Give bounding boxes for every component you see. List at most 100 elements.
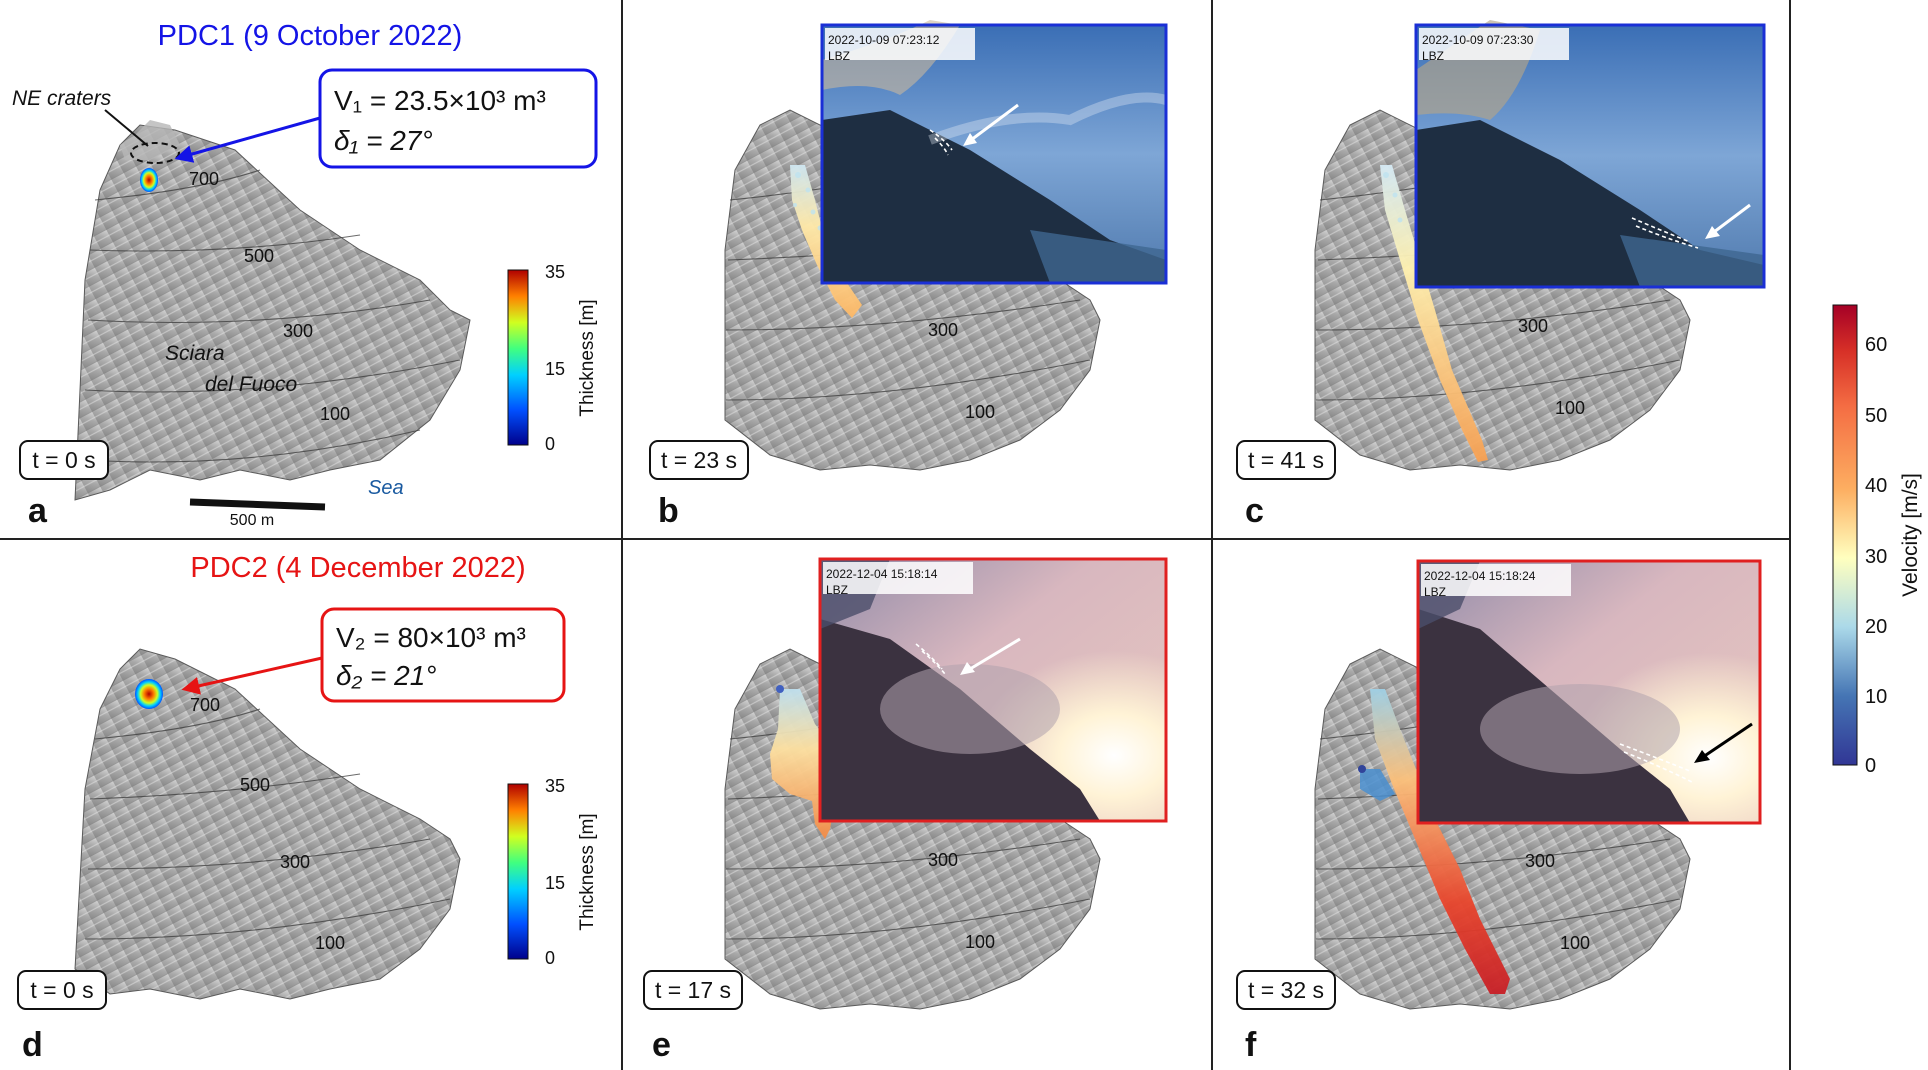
time-label: t = 41 s xyxy=(1248,447,1324,473)
panel-letter: a xyxy=(28,492,48,530)
panel-b: 700 500 300 100 2022-10-09 07:23:12 LBZ … xyxy=(649,20,1168,530)
scale-bar: 500 m xyxy=(189,498,326,529)
volume-label: V₁ = 23.5×10³ m³ xyxy=(334,85,546,116)
thickness-tick-0: 0 xyxy=(545,434,555,454)
angle-label: δ₁ = 27° xyxy=(334,125,433,156)
thickness-tick-15: 15 xyxy=(545,359,565,379)
contour-label-500: 500 xyxy=(244,246,274,266)
box-arrow xyxy=(181,656,323,695)
terrain xyxy=(1314,648,1691,1010)
contour-label-700: 700 xyxy=(189,169,219,189)
panel-letter: e xyxy=(652,1026,671,1064)
time-label-box: t = 32 s xyxy=(1236,970,1336,1010)
angle-label: δ₂ = 21° xyxy=(336,660,437,691)
contour-label-500: 500 xyxy=(240,775,270,795)
camera-arrow xyxy=(1699,722,1753,761)
camera-station: LBZ xyxy=(826,583,848,597)
terrain xyxy=(74,120,471,501)
velocity-label: Velocity [m/s] xyxy=(1899,473,1922,597)
time-label: t = 0 s xyxy=(30,977,93,1003)
contour-label-100: 100 xyxy=(1555,398,1585,418)
initial-mass xyxy=(140,168,158,192)
camera-timestamp: 2022-12-04 15:18:14 xyxy=(826,567,938,581)
panel-letter: f xyxy=(1245,1026,1257,1064)
camera-inset: 2022-12-04 15:18:24 LBZ xyxy=(1416,559,1762,825)
thickness-colorbar: 35 15 0 Thickness [m] xyxy=(507,262,598,454)
sciara-label-line2: del Fuoco xyxy=(205,373,298,396)
velocity-tick-20: 20 xyxy=(1865,616,1887,638)
camera-inset: 2022-10-09 07:23:12 LBZ xyxy=(820,20,1168,285)
contour-label-100: 100 xyxy=(965,932,995,952)
panel-f: 700 500 300 100 2022-12-04 15:18:24 LBZ … xyxy=(1236,559,1762,1064)
contour-label-700: 700 xyxy=(190,695,220,715)
velocity-tick-0: 0 xyxy=(1865,755,1876,777)
panel-letter: b xyxy=(658,492,679,530)
thickness-tick-15: 15 xyxy=(545,873,565,893)
thickness-label: Thickness [m] xyxy=(577,813,598,930)
camera-timestamp: 2022-12-04 15:18:24 xyxy=(1424,569,1536,583)
contour-label-300: 300 xyxy=(1525,851,1555,871)
flow-deposit xyxy=(1358,689,1510,994)
panel-grid xyxy=(0,0,1791,1070)
camera-arrow xyxy=(966,103,1019,145)
camera-inset: 2022-10-09 07:23:30 LBZ xyxy=(1414,20,1766,289)
terrain xyxy=(74,648,461,1000)
parameter-box: V₁ = 23.5×10³ m³ δ₁ = 27° xyxy=(318,68,598,169)
panel-letter: c xyxy=(1245,492,1264,530)
panel-letter: d xyxy=(22,1026,43,1064)
velocity-tick-60: 60 xyxy=(1865,334,1887,356)
crater-pointer xyxy=(104,109,149,147)
panel-a: 700 500 300 100 NE craters PDC1 (9 Octob… xyxy=(12,20,598,530)
time-label-box: t = 41 s xyxy=(1236,440,1336,480)
scale-label: 500 m xyxy=(230,512,274,529)
time-label-box: t = 0 s xyxy=(17,970,107,1010)
panel-c: 700 500 300 100 2022-10-09 07:23:30 LBZ … xyxy=(1236,20,1766,530)
thickness-tick-0: 0 xyxy=(545,948,555,968)
time-label: t = 17 s xyxy=(655,977,731,1003)
velocity-colorbar: 60 50 40 30 20 10 0 Velocity [m/s] xyxy=(1832,304,1922,777)
flow-deposit xyxy=(1380,165,1488,462)
camera-station: LBZ xyxy=(1424,585,1446,599)
contour-label-100: 100 xyxy=(965,402,995,422)
velocity-tick-10: 10 xyxy=(1865,686,1887,708)
thickness-tick-35: 35 xyxy=(545,776,565,796)
contour-label-300: 300 xyxy=(283,321,313,341)
box-arrow xyxy=(174,116,321,163)
sea-label: Sea xyxy=(368,477,404,499)
thickness-label: Thickness [m] xyxy=(577,299,598,416)
time-label: t = 23 s xyxy=(661,447,737,473)
camera-timestamp: 2022-10-09 07:23:12 xyxy=(828,33,940,47)
time-label-box: t = 23 s xyxy=(649,440,749,480)
time-label-box: t = 0 s xyxy=(19,440,109,480)
panel-d: 700 500 300 100 PDC2 (4 December 2022) V… xyxy=(17,552,598,1064)
panel-title: PDC2 (4 December 2022) xyxy=(190,552,525,584)
velocity-tick-30: 30 xyxy=(1865,546,1887,568)
crater-label: NE craters xyxy=(12,87,112,110)
camera-station: LBZ xyxy=(1422,49,1444,63)
thickness-colorbar: 35 15 0 Thickness [m] xyxy=(507,776,598,968)
contour-label-300: 300 xyxy=(928,320,958,340)
contour-label-300: 300 xyxy=(280,852,310,872)
thickness-tick-35: 35 xyxy=(545,262,565,282)
contour-labels: 700 500 300 100 xyxy=(190,695,345,953)
panel-e: 700 500 300 100 2022-12-04 15:18:14 LBZ … xyxy=(643,557,1168,1064)
time-label: t = 32 s xyxy=(1248,977,1324,1003)
contour-label-100: 100 xyxy=(1560,933,1590,953)
camera-station: LBZ xyxy=(828,49,850,63)
panel-title: PDC1 (9 October 2022) xyxy=(158,20,463,52)
camera-arrow xyxy=(1709,203,1751,237)
time-label: t = 0 s xyxy=(32,447,95,473)
contour-label-100: 100 xyxy=(320,404,350,424)
velocity-tick-50: 50 xyxy=(1865,405,1887,427)
contour-label-100: 100 xyxy=(315,933,345,953)
contour-label-300: 300 xyxy=(928,850,958,870)
camera-timestamp: 2022-10-09 07:23:30 xyxy=(1422,33,1534,47)
velocity-tick-40: 40 xyxy=(1865,475,1887,497)
sciara-label-line1: Sciara xyxy=(165,342,225,365)
contour-labels: 700 500 300 100 xyxy=(189,169,350,424)
camera-inset: 2022-12-04 15:18:14 LBZ xyxy=(818,557,1168,823)
parameter-box: V₂ = 80×10³ m³ δ₂ = 21° xyxy=(320,607,566,703)
contour-label-300: 300 xyxy=(1518,316,1548,336)
camera-arrow xyxy=(964,637,1021,674)
